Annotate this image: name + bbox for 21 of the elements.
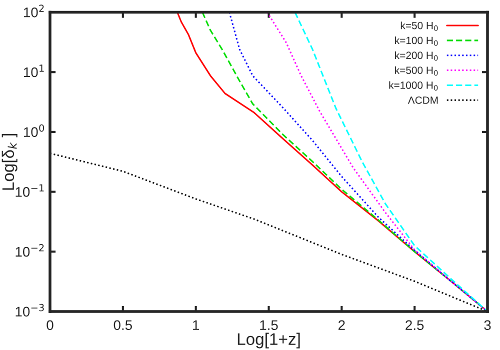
x-tick-label: 2.5: [406, 320, 424, 330]
x-tick-label: 1.5: [260, 320, 278, 330]
x-tick-label: 0.5: [114, 320, 132, 330]
y-tick-label: 10$^{−2}$: [16, 244, 44, 257]
x-axis-title: Log[1+z]: [238, 332, 300, 348]
x-tick-label: 3: [484, 320, 491, 330]
x-tick-label: 2: [338, 320, 345, 330]
y-tick-label: 10$^{0}$: [24, 124, 44, 138]
y-tick-label: 10$^{−3}$: [16, 304, 44, 317]
legend-label: ΛCDM: [408, 96, 438, 104]
y-tick-label: 10$^{2}$: [24, 4, 44, 18]
legend-label: k=1000 H$_{0}$: [389, 81, 438, 91]
x-tick-label: 1: [193, 320, 200, 330]
y-tick-label: 10$^{1}$: [24, 64, 44, 78]
legend-label: k=50 H$_{0}$: [400, 22, 438, 31]
y-axis-title: Log[δ$_{k}$ ]: [2, 134, 18, 190]
legend-label: k=200 H$_{0}$: [395, 51, 438, 61]
legend-label: k=100 H$_{0}$: [395, 36, 438, 46]
legend-label: k=500 H$_{0}$: [395, 66, 438, 76]
y-tick-label: 10$^{−1}$: [16, 184, 44, 197]
x-tick-label: 0: [46, 320, 54, 330]
